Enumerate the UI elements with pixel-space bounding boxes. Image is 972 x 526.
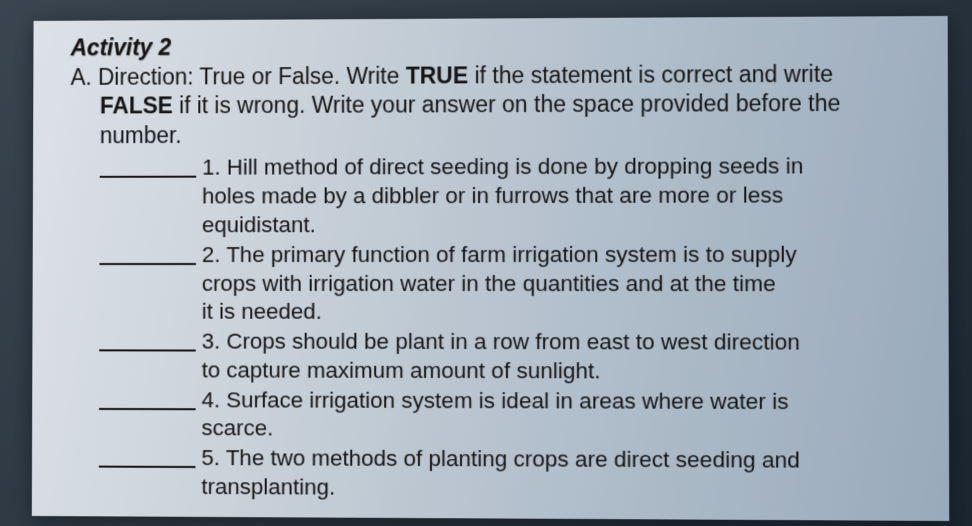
- item-5: 5. The two methods of planting crops are…: [99, 444, 927, 506]
- direction-text-1b: if the statement is correct and write: [468, 61, 833, 89]
- item-line-c: it is needed.: [202, 299, 322, 324]
- item-3: 3. Crops should be plant in a row from e…: [99, 328, 926, 387]
- item-text: 3. Crops should be plant in a row from e…: [202, 328, 927, 387]
- direction-line2: FALSE if it is wrong. Write your answer …: [100, 89, 926, 121]
- false-word: FALSE: [100, 93, 173, 119]
- item-line-b: scarce.: [201, 416, 273, 441]
- item-text: 4. Surface irrigation system is ideal in…: [201, 386, 926, 446]
- item-4: 4. Surface irrigation system is ideal in…: [99, 386, 927, 446]
- item-line-a: The primary function of farm irrigation …: [226, 242, 797, 267]
- direction-line1: A.Direction: True or False. Write TRUE i…: [71, 59, 926, 92]
- answer-blank[interactable]: [99, 466, 196, 468]
- item-1: 1. Hill method of direct seeding is done…: [100, 152, 926, 240]
- answer-blank[interactable]: [100, 176, 196, 178]
- item-line-a: The two methods of planting crops are di…: [226, 445, 800, 472]
- direction-text-1a: Direction: True or False. Write: [98, 63, 406, 90]
- item-text: 5. The two methods of planting crops are…: [201, 444, 926, 505]
- item-number: 2.: [202, 242, 221, 267]
- worksheet-paper: Activity 2 A.Direction: True or False. W…: [32, 16, 949, 521]
- item-line-a: Hill method of direct seeding is done by…: [227, 154, 804, 180]
- item-number: 1.: [202, 155, 221, 180]
- answer-blank[interactable]: [99, 349, 196, 351]
- item-line-b: crops with irrigation water in the quant…: [202, 270, 776, 295]
- activity-title: Activity 2: [71, 30, 926, 61]
- item-line-a: Surface irrigation system is ideal in ar…: [226, 387, 788, 414]
- item-line-b: transplanting.: [201, 474, 335, 500]
- item-text: 1. Hill method of direct seeding is done…: [202, 152, 926, 240]
- answer-blank[interactable]: [99, 263, 196, 265]
- direction-block: A.Direction: True or False. Write TRUE i…: [70, 59, 925, 150]
- item-number: 5.: [201, 445, 220, 470]
- item-line-b: to capture maximum amount of sunlight.: [202, 357, 601, 383]
- item-text: 2. The primary function of farm irrigati…: [202, 240, 926, 327]
- answer-blank[interactable]: [99, 408, 196, 410]
- section-letter: A.: [71, 63, 99, 92]
- item-line-b: holes made by a dibbler or in furrows th…: [202, 183, 783, 209]
- items-list: 1. Hill method of direct seeding is done…: [99, 152, 927, 505]
- item-line-c: equidistant.: [202, 212, 316, 237]
- item-number: 4.: [202, 387, 221, 412]
- item-line-a: Crops should be plant in a row from east…: [226, 329, 800, 355]
- item-number: 3.: [202, 329, 221, 354]
- item-2: 2. The primary function of farm irrigati…: [99, 240, 926, 327]
- true-word: TRUE: [406, 62, 468, 88]
- direction-line3: number.: [100, 119, 926, 151]
- direction-text-2b: if it is wrong. Write your answer on the…: [173, 90, 841, 118]
